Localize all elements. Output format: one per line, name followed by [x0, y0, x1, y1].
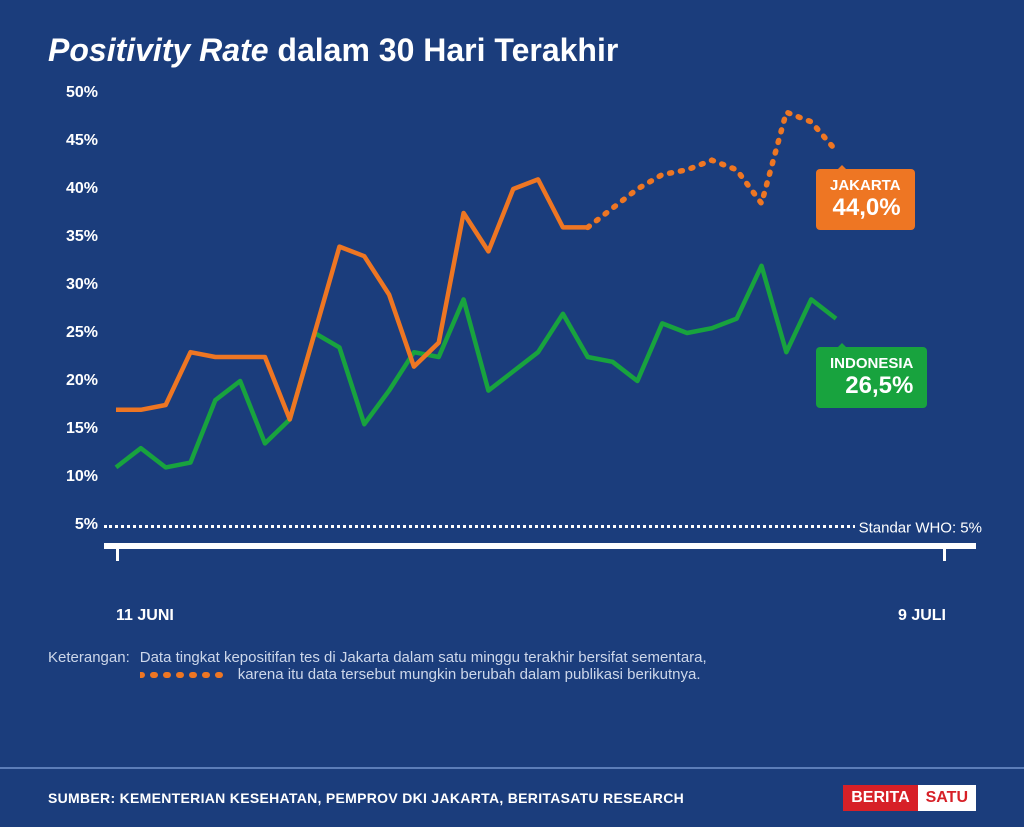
footer: SUMBER: KEMENTERIAN KESEHATAN, PEMPROV D…	[0, 767, 1024, 827]
jakarta-line-dotted	[588, 112, 836, 227]
y-tick: 15%	[66, 420, 98, 438]
indonesia-line	[116, 266, 836, 468]
dashed-legend-icon	[140, 671, 230, 679]
x-label-start: 11 JUNI	[116, 607, 174, 625]
x-label-end: 9 JULI	[898, 607, 946, 625]
y-tick: 40%	[66, 180, 98, 198]
indonesia-callout: INDONESIA 26,5%	[816, 347, 927, 408]
chart-title: Positivity Rate dalam 30 Hari Terakhir	[48, 32, 976, 69]
y-tick: 50%	[66, 84, 98, 102]
y-tick: 5%	[75, 516, 98, 534]
footnote: Keterangan: Data tingkat kepositifan tes…	[0, 633, 1024, 683]
jakarta-callout: JAKARTA 44,0%	[816, 169, 915, 230]
y-tick: 30%	[66, 276, 98, 294]
source-text: SUMBER: KEMENTERIAN KESEHATAN, PEMPROV D…	[48, 790, 684, 806]
brand-logo: BERITASATU	[843, 785, 976, 811]
y-tick: 35%	[66, 228, 98, 246]
y-axis: 5%10%15%20%25%30%35%40%45%50%	[48, 93, 104, 573]
y-tick: 10%	[66, 468, 98, 486]
chart-area: 5%10%15%20%25%30%35%40%45%50% Standar WH…	[48, 93, 976, 633]
x-axis-baseline	[104, 543, 976, 549]
y-tick: 25%	[66, 324, 98, 342]
y-tick: 20%	[66, 372, 98, 390]
y-tick: 45%	[66, 132, 98, 150]
